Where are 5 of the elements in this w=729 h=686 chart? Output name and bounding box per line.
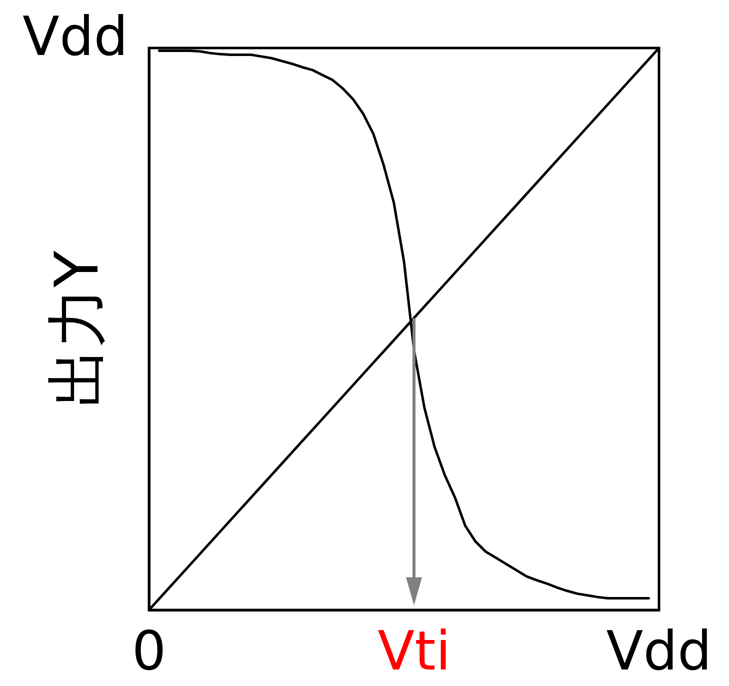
text: Vdd bbox=[22, 5, 128, 68]
y-axis-title: 出力Y bbox=[42, 250, 113, 408]
x-tick-label: Vdd bbox=[606, 619, 712, 682]
x-tick-label: 0 bbox=[132, 619, 166, 682]
x-tick-label: Vti bbox=[378, 619, 451, 682]
